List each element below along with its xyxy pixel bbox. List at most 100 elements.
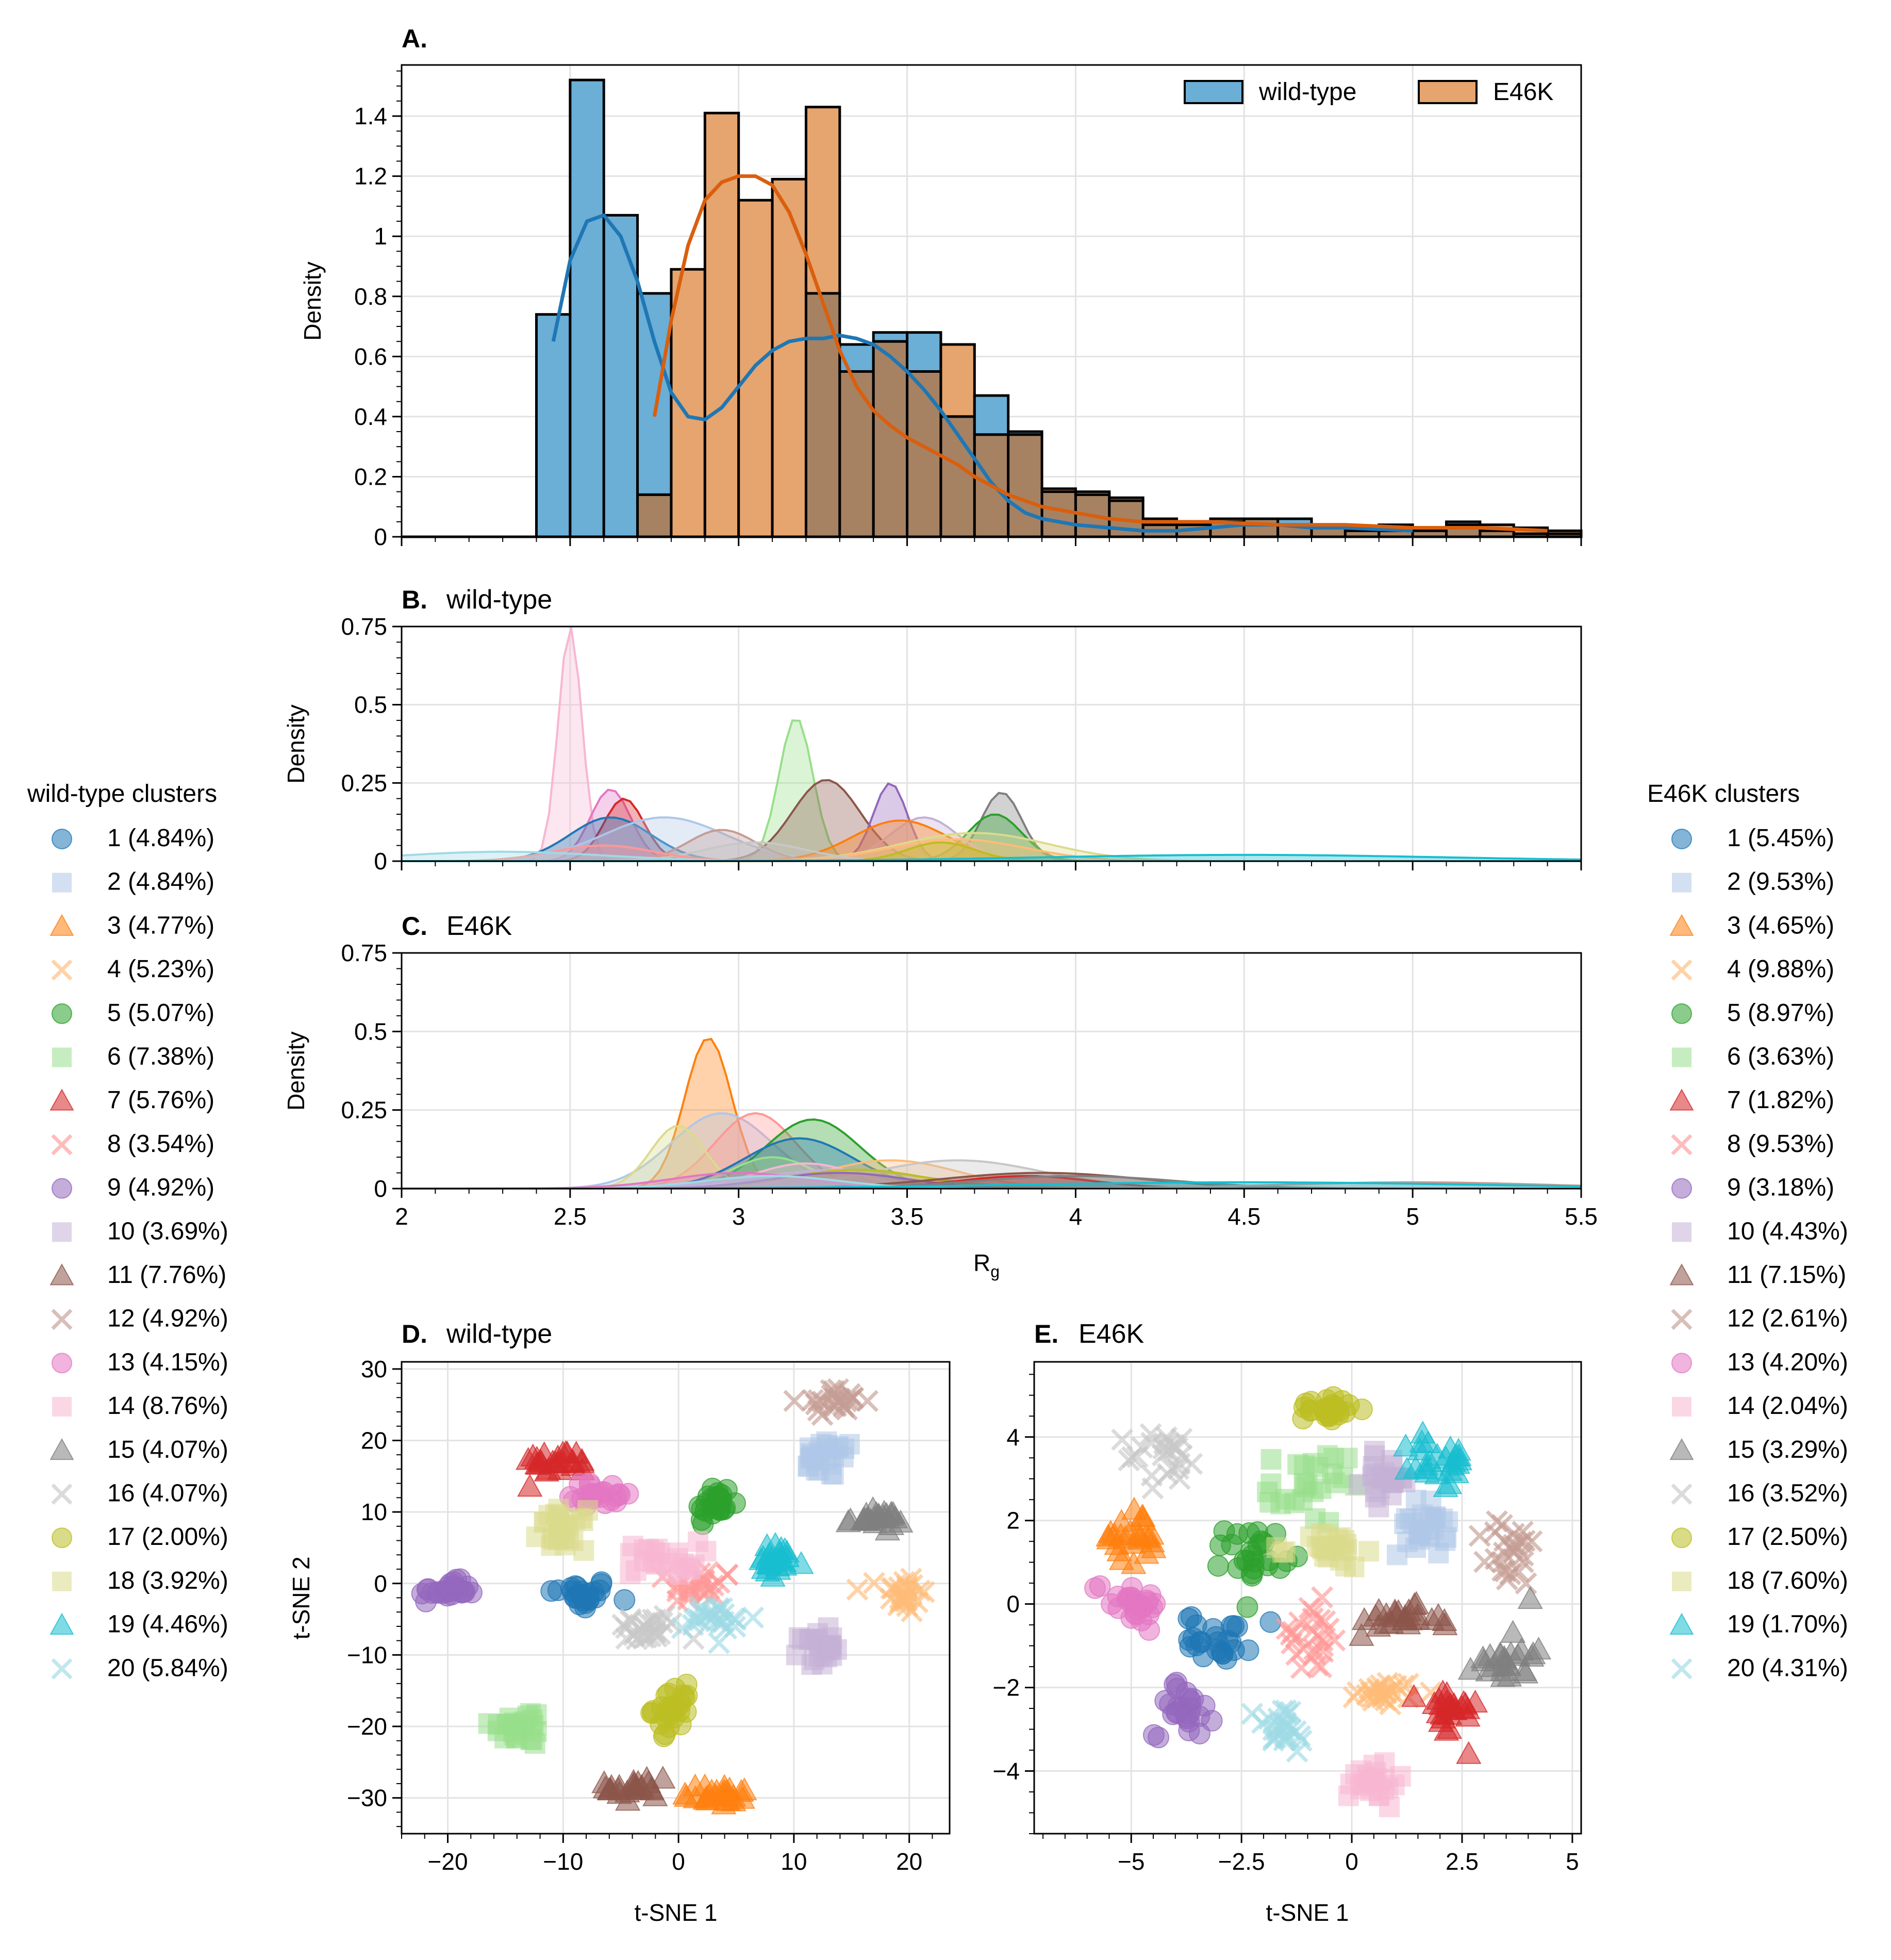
legend-marker-cluster-17: [1671, 1527, 1692, 1549]
panel-e-title: E46K: [1079, 1319, 1144, 1349]
point-cluster-6: [1259, 1492, 1281, 1513]
legend-marker-cluster-3: [49, 914, 74, 936]
point-cluster-12: [832, 1394, 854, 1417]
legend-label-cluster-14: 14 (8.76%): [107, 1392, 228, 1420]
legend-marker-cluster-8: [51, 1134, 73, 1156]
legend-marker-cluster-11: [49, 1263, 74, 1286]
y-tick-label: 0: [374, 848, 387, 875]
legend-label-cluster-10: 10 (3.69%): [107, 1217, 228, 1245]
y-tick-label: 0.5: [354, 1018, 387, 1045]
panel-c-label: C.: [402, 912, 427, 941]
y-tick-label: 4: [1006, 1424, 1020, 1451]
kde-area-cluster-12: [402, 1182, 1581, 1189]
point-cluster-8: [1290, 1657, 1313, 1679]
legend-label-cluster-8: 8 (3.54%): [107, 1130, 214, 1158]
point-cluster-18: [1312, 1538, 1333, 1559]
y-tick-label: −2: [993, 1674, 1020, 1701]
legend-swatch-e46k: [1418, 80, 1478, 104]
legend-marker-cluster-12: [1671, 1309, 1693, 1330]
point-cluster-17: [651, 1696, 673, 1718]
point-cluster-17: [653, 1725, 675, 1748]
x-tick-label: 2.5: [1446, 1848, 1479, 1875]
legend-label-cluster-11: 11 (7.15%): [1727, 1261, 1846, 1289]
point-cluster-6: [1260, 1473, 1282, 1494]
y-tick-label: 10: [361, 1498, 387, 1525]
point-cluster-7: [534, 1458, 559, 1481]
legend-marker-cluster-10: [52, 1222, 72, 1242]
legend-label-cluster-17: 17 (2.00%): [107, 1523, 228, 1551]
x-tick-label: 20: [896, 1848, 922, 1875]
legend-marker-cluster-11: [1669, 1263, 1694, 1286]
point-cluster-13: [589, 1483, 611, 1505]
point-cluster-17: [670, 1714, 692, 1736]
point-cluster-15: [1457, 1657, 1484, 1680]
x-tick-label: 10: [781, 1848, 807, 1875]
y-tick-label: 0: [1006, 1591, 1020, 1618]
point-cluster-6: [526, 1721, 547, 1742]
point-cluster-16: [1152, 1437, 1175, 1460]
point-cluster-4: [863, 1572, 885, 1594]
point-cluster-12: [823, 1395, 845, 1418]
legend-marker-cluster-14: [1672, 1397, 1691, 1417]
point-cluster-11: [596, 1777, 622, 1800]
point-cluster-8: [1302, 1600, 1325, 1623]
x-tick-label: 3: [732, 1203, 745, 1230]
point-cluster-2: [802, 1445, 823, 1467]
legend-label-cluster-4: 4 (9.88%): [1727, 956, 1834, 983]
point-cluster-7: [1462, 1689, 1488, 1713]
legend-label-cluster-8: 8 (9.53%): [1727, 1130, 1834, 1158]
y-tick-label: 0.75: [341, 940, 387, 966]
point-cluster-16: [644, 1620, 667, 1642]
point-cluster-5: [1226, 1523, 1248, 1545]
point-cluster-14: [620, 1563, 641, 1585]
point-cluster-15: [1517, 1586, 1543, 1609]
legend-label-cluster-15: 15 (4.07%): [107, 1436, 228, 1463]
point-cluster-7: [1433, 1718, 1459, 1741]
bar-overlap: [1040, 490, 1077, 538]
point-cluster-5: [1236, 1596, 1258, 1618]
point-cluster-15: [1512, 1658, 1537, 1681]
panel-a-legend: wild-type E46K: [1184, 78, 1553, 106]
bar-wild-type: [973, 394, 1010, 436]
point-cluster-3: [1130, 1504, 1156, 1527]
point-cluster-18: [1330, 1527, 1351, 1548]
bar-wild-type: [838, 343, 875, 373]
bar-overlap: [804, 292, 841, 538]
kde-area-cluster-7: [402, 798, 1581, 861]
point-cluster-17: [1351, 1398, 1373, 1421]
y-tick-label: 0.25: [341, 769, 387, 796]
legend-marker-cluster-20: [1671, 1658, 1693, 1679]
point-cluster-13: [1141, 1596, 1164, 1619]
legend-label-cluster-1: 1 (4.84%): [107, 825, 214, 852]
bar-wild-type: [906, 331, 942, 373]
panel-e: E. E46K −5 −2.5 0 2.5 5 −4 −2 0 2 4 t-SNE 1: [993, 1319, 1582, 1926]
y-tick-label: 1.4: [354, 103, 387, 129]
legend-swatch-wild-type: [1184, 80, 1243, 104]
x-tick-label: −2.5: [1218, 1848, 1265, 1875]
kde-area-cluster-15: [402, 1176, 1581, 1189]
point-cluster-19: [1414, 1459, 1440, 1483]
x-tick-label: 5: [1566, 1848, 1579, 1875]
point-cluster-12: [1515, 1572, 1537, 1595]
legend-marker-cluster-7: [49, 1089, 74, 1111]
point-cluster-9: [1159, 1693, 1181, 1715]
point-cluster-1: [540, 1580, 562, 1602]
x-tick-label: −10: [543, 1848, 583, 1875]
point-cluster-14: [1340, 1773, 1361, 1794]
point-cluster-2: [1423, 1519, 1445, 1540]
point-cluster-13: [617, 1483, 639, 1505]
kde-area-cluster-4: [402, 1160, 1581, 1189]
kde-area-cluster-8: [402, 1113, 1581, 1189]
point-cluster-8: [1285, 1643, 1308, 1666]
bar-overlap: [838, 370, 875, 538]
legend-marker-cluster-12: [51, 1309, 73, 1330]
legend-label-cluster-9: 9 (3.18%): [1727, 1174, 1834, 1201]
y-tick-label: 0: [374, 523, 387, 550]
legend-marker-cluster-16: [51, 1483, 73, 1505]
point-cluster-20: [1286, 1740, 1308, 1763]
point-cluster-20: [671, 1617, 693, 1639]
y-tick-label: −30: [347, 1785, 387, 1811]
panel-b-frame: [401, 625, 1582, 862]
legend-label-cluster-4: 4 (5.23%): [107, 956, 214, 983]
panel-c-frame: [401, 952, 1582, 1190]
